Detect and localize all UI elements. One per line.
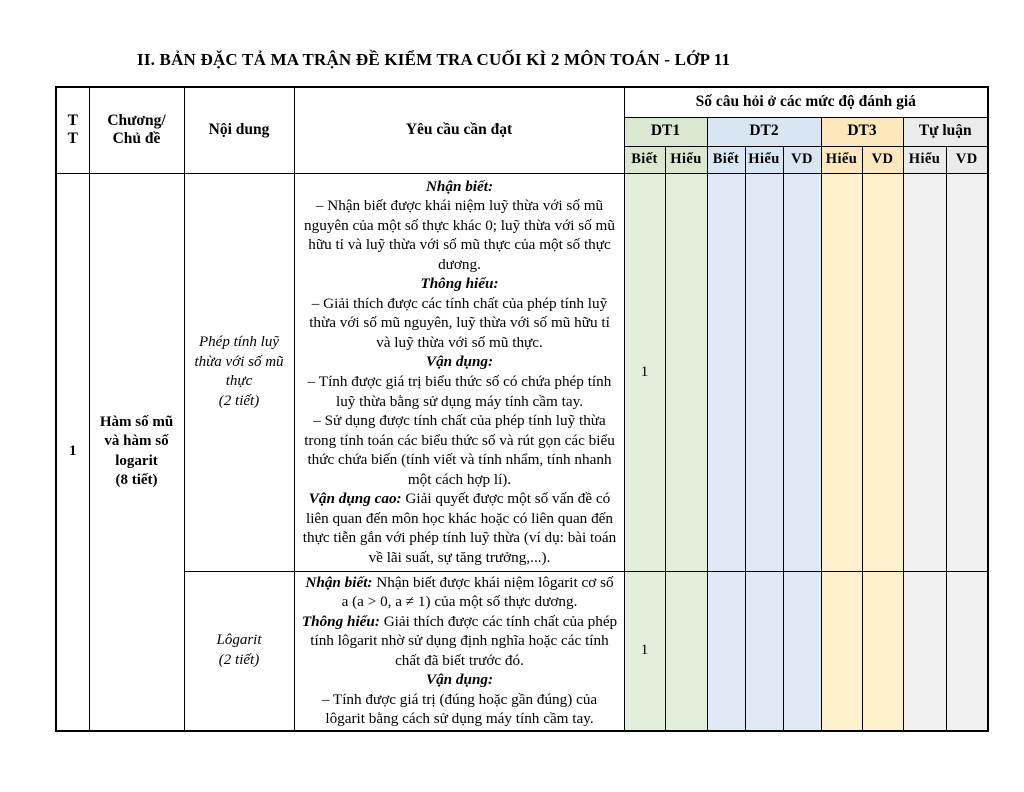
matrix-cell-dt2-biet (706, 570, 746, 732)
header-group-dt2: DT2 (706, 116, 822, 147)
matrix-cell-dt2-hieu (744, 570, 784, 732)
matrix-cell-tuluan-hieu (902, 172, 947, 572)
matrix-cell-tuluan-vd (945, 172, 989, 572)
matrix-cell-dt2-biet (706, 172, 746, 572)
matrix-cell-dt3-hieu (820, 570, 863, 732)
requirement-paragraph: Nhận biết: (425, 177, 494, 195)
matrix-cell-dt2-vd (782, 570, 822, 732)
requirement-paragraph: – Nhận biết được khái niệm luỹ thừa với … (304, 197, 615, 273)
content-duration: (2 tiết) (218, 651, 260, 668)
header-dt3-vd: VD (861, 145, 904, 174)
topic-row-luythua: 1 Hàm số mũ và hàm số logarit (8 tiết) P… (55, 172, 989, 732)
matrix-cell-dt2-vd (782, 172, 822, 572)
requirement-paragraph: Thông hiểu: Giải thích được các tính chấ… (301, 612, 618, 669)
header-group-dt3: DT3 (820, 116, 904, 147)
header-group-tuluan: Tự luận (902, 116, 989, 147)
chapter-duration: (8 tiết) (115, 472, 158, 489)
header-row-2: DT1 DT2 DT3 Tự luận (56, 116, 989, 147)
cell-tt: 1 (55, 172, 90, 732)
chapter-name: Hàm số mũ và hàm số logarit (99, 413, 174, 469)
requirement-paragraph: Vận dụng: (425, 353, 494, 371)
header-dt3-hieu: Hiểu (820, 145, 863, 174)
header-row-1: T T Chương/ Chủ đề Nội dung Yêu cầu cần … (55, 86, 989, 174)
matrix-cell-dt1-biet: 1 (623, 172, 666, 572)
matrix-cell-dt3-vd (861, 570, 904, 732)
header-requirement: Yêu cầu cần đạt (293, 86, 625, 174)
header-tuluan-vd: VD (945, 145, 989, 174)
matrix-cell-dt2-hieu (744, 172, 784, 572)
matrix-cell-tuluan-hieu (902, 570, 947, 732)
matrix-cell-dt3-vd (861, 172, 904, 572)
matrix-cell-dt1-hieu (664, 570, 708, 732)
header-content: Nội dung (183, 86, 295, 174)
header-dt2-vd: VD (782, 145, 822, 174)
cell-content-luythua: Phép tính luỹ thừa với số mũ thực (2 tiế… (183, 172, 295, 572)
requirement-paragraph: Nhận biết: Nhận biết được khái niệm lôga… (305, 573, 614, 611)
requirement-paragraph: – Sử dụng được tính chất của phép tính l… (304, 412, 615, 488)
requirement-paragraph: – Tính được giá trị (đúng hoặc gần đúng)… (321, 690, 598, 728)
header-dt2-biet: Biết (706, 145, 746, 174)
matrix-cell-tuluan-vd (945, 570, 989, 732)
content-name: Phép tính luỹ thừa với số mũ thực (194, 334, 284, 389)
header-dt1-biet: Biết (623, 145, 666, 174)
cell-requirements-luythua: Nhận biết: – Nhận biết được khái niệm luỹ… (293, 172, 625, 572)
header-group-dt1: DT1 (623, 116, 708, 147)
requirement-paragraph: – Giải thích được các tính chất của phép… (309, 294, 610, 351)
topic-row-logarit: Lôgarit (2 tiết) Nhận biết: Nhận biết đư… (56, 570, 989, 732)
matrix-cell-dt1-hieu (664, 172, 708, 572)
requirement-paragraph: Vận dụng: (425, 671, 494, 689)
matrix-cell-dt1-biet: 1 (623, 570, 666, 732)
specification-matrix-table: T T Chương/ Chủ đề Nội dung Yêu cầu cần … (55, 86, 990, 732)
header-questions-title: Số câu hỏi ở các mức độ đánh giá (623, 86, 989, 118)
header-tuluan-hieu: Hiểu (902, 145, 947, 174)
cell-chapter: Hàm số mũ và hàm số logarit (8 tiết) (88, 172, 185, 732)
header-tt: T T (55, 86, 90, 174)
content-name: Lôgarit (216, 632, 262, 649)
cell-content-logarit: Lôgarit (2 tiết) (183, 570, 295, 732)
matrix-cell-dt3-hieu (820, 172, 863, 572)
content-duration: (2 tiết) (218, 392, 260, 409)
page-title: II. BẢN ĐẶC TẢ MA TRẬN ĐỀ KIỂM TRA CUỐI … (137, 50, 731, 69)
requirement-paragraph: Thông hiểu: (420, 275, 499, 293)
header-chapter: Chương/ Chủ đề (88, 86, 185, 174)
header-dt2-hieu: Hiểu (744, 145, 784, 174)
cell-requirements-logarit: Nhận biết: Nhận biết được khái niệm lôga… (293, 570, 625, 732)
header-dt1-hieu: Hiểu (664, 145, 708, 174)
requirement-paragraph: Vận dụng cao: Giải quyết được một số vấn… (302, 490, 617, 566)
requirement-paragraph: – Tính được giá trị biểu thức số có chứa… (307, 373, 612, 410)
header-row-3: Biết Hiểu Biết Hiểu VD Hiểu VD Hiểu VD (56, 145, 989, 174)
